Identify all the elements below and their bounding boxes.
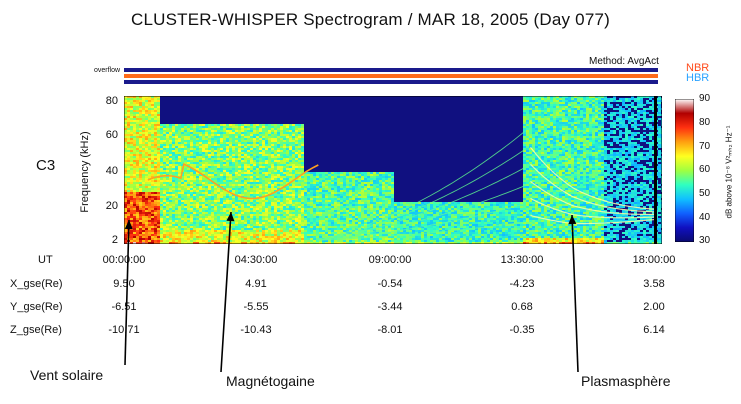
spectrogram-cells (124, 96, 662, 244)
mode-nbr-label: NBR (686, 62, 710, 74)
annotation-plasmasphere: Plasmasphère (581, 373, 671, 389)
nbr-mode-bar (124, 74, 658, 78)
ephemeris-value: 3.58 (643, 278, 665, 290)
ephemeris-value: 6.14 (643, 324, 665, 336)
y-tick-label: 20 (105, 200, 118, 212)
ephemeris-row-label: Y_gse(Re) (10, 301, 63, 313)
overflow-bar (124, 68, 658, 72)
colorbar-tick: 40 (699, 212, 711, 223)
harmonic-line (318, 185, 525, 241)
overflow-label: overflow (94, 67, 121, 74)
annotation-arrow (571, 214, 579, 373)
y-tick-label: 80 (105, 95, 118, 107)
y-tick-label: 2 (111, 234, 118, 246)
x-tick-label: 18:00:00 (632, 254, 676, 266)
ephemeris-value: -10.43 (240, 324, 272, 336)
colorbar-tick: 30 (699, 235, 711, 246)
annotation-arrowhead (568, 215, 577, 225)
x-tick-label: 00:00:00 (102, 254, 146, 266)
colorbar (675, 99, 694, 242)
annotation-arrow (220, 211, 232, 373)
method-label: Method: AvgAct (589, 56, 659, 67)
ephemeris-value: -0.54 (377, 278, 403, 290)
harmonic-line (318, 131, 525, 241)
y-tick-label: 40 (105, 165, 118, 177)
ephemeris-value: 4.91 (245, 278, 267, 290)
ut-row-label: UT (38, 254, 53, 266)
plasmasphere-line (530, 163, 657, 213)
ephemeris-row-label: X_gse(Re) (10, 278, 63, 290)
ephemeris-value: -4.23 (509, 278, 535, 290)
colorbar-gradient (675, 99, 694, 242)
x-tick-label: 09:00:00 (368, 254, 412, 266)
harmonic-line (318, 149, 525, 241)
plasmasphere-line (530, 197, 657, 219)
ephemeris-value: -8.01 (377, 324, 403, 336)
ephemeris-value: 9.50 (113, 278, 135, 290)
plasmasphere-line (530, 214, 657, 225)
colorbar-tick: 80 (699, 117, 711, 128)
hbr-mode-bar (124, 80, 658, 84)
spacecraft-label: C3 (36, 157, 56, 174)
annotation-magnetosheath: Magnétogaine (226, 373, 315, 389)
ephemeris-value: 2.00 (643, 301, 665, 313)
ephemeris-value: -0.35 (509, 324, 535, 336)
harmonic-line (318, 221, 525, 241)
plasma-line (147, 162, 319, 200)
ephemeris-value: -3.44 (377, 301, 403, 313)
x-tick-label: 04:30:00 (234, 254, 278, 266)
mode-hbr-label: HBR (686, 72, 710, 84)
colorbar-tick: 60 (699, 164, 711, 175)
ephemeris-value: -10.71 (108, 324, 140, 336)
harmonic-line (318, 203, 525, 241)
chart-title: CLUSTER-WHISPER Spectrogram / MAR 18, 20… (131, 10, 610, 29)
x-tick-label: 13:30:00 (500, 254, 544, 266)
ephemeris-value: -6.51 (111, 301, 137, 313)
annotation-arrow (124, 219, 130, 366)
plasmasphere-line (530, 146, 657, 210)
end-marker (654, 96, 657, 244)
colorbar-tick: 50 (699, 188, 711, 199)
plasmasphere-line (530, 180, 656, 215)
y-tick-label: 60 (105, 129, 118, 141)
annotation-solar-wind: Vent solaire (30, 367, 104, 383)
annotation-arrowhead (226, 212, 235, 222)
annotation-arrowhead (124, 220, 133, 230)
colorbar-tick: 70 (699, 141, 711, 152)
colorbar-tick: 90 (699, 93, 711, 104)
harmonic-line (318, 167, 525, 241)
ephemeris-value: -5.55 (243, 301, 269, 313)
ephemeris-row-label: Z_gse(Re) (10, 324, 62, 336)
ephemeris-value: 0.68 (511, 301, 533, 313)
